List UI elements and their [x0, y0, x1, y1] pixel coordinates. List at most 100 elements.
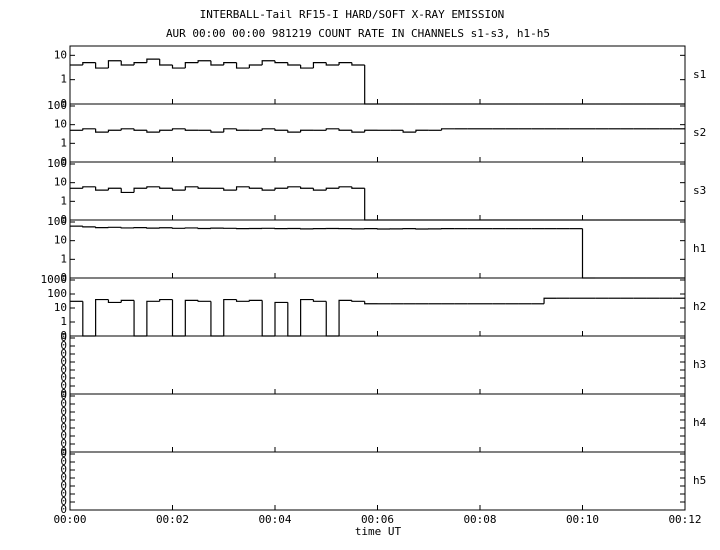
- trace-step: [120, 227, 135, 229]
- x-axis-label: time UT: [355, 525, 402, 538]
- y-tick-label: 0: [60, 463, 67, 476]
- trace-step: [107, 187, 122, 191]
- y-tick-label: 0: [60, 479, 67, 492]
- y-tick-label: 10: [54, 301, 67, 314]
- y-tick-label: 10: [54, 176, 67, 189]
- y-tick-label: 0: [60, 413, 67, 426]
- y-tick-label: 10: [54, 234, 67, 247]
- trace-step: [146, 227, 160, 229]
- y-tick-label: 0: [60, 437, 67, 450]
- y-tick-label: 0: [60, 379, 67, 392]
- trace-step: [159, 186, 173, 189]
- y-tick-label: 0: [60, 97, 67, 110]
- trace-step: [82, 186, 96, 189]
- trace-step: [440, 128, 455, 131]
- trace-step: [287, 186, 301, 189]
- panel-label: h1: [693, 242, 706, 255]
- y-tick-label: 0: [60, 503, 67, 516]
- x-tick-label: 00:12: [668, 513, 701, 526]
- y-tick-label: 1: [60, 315, 67, 328]
- trace-step: [300, 298, 314, 336]
- panel-label: h4: [693, 416, 707, 429]
- trace-step: [312, 188, 327, 191]
- panel-label: s3: [693, 184, 706, 197]
- x-tick-label: 00:10: [566, 513, 599, 526]
- trace-step: [184, 128, 199, 131]
- y-tick-label: 1: [60, 252, 67, 265]
- y-tick-label: 10: [54, 48, 67, 61]
- trace-step: [338, 186, 352, 189]
- y-tick-label: 0: [60, 347, 67, 360]
- y-tick-label: 10: [54, 118, 67, 131]
- y-tick-label: 0: [60, 445, 67, 458]
- trace-step: [364, 129, 378, 133]
- trace-step: [287, 62, 301, 66]
- trace-step: [235, 128, 250, 131]
- trace-step: [159, 59, 173, 66]
- panel-label: s2: [693, 126, 706, 139]
- y-tick-label: 1: [60, 136, 67, 149]
- trace-step: [248, 299, 263, 302]
- trace-step: [300, 129, 314, 133]
- y-tick-label: 0: [60, 495, 67, 508]
- chart-subtitle: AUR 00:00 00:00 981219 COUNT RATE IN CHA…: [166, 27, 550, 40]
- y-tick-label: 0: [60, 405, 67, 418]
- trace-step: [120, 128, 135, 131]
- trace-step: [351, 130, 365, 133]
- trace-step: [146, 300, 160, 336]
- panel-label: h5: [693, 474, 706, 487]
- y-tick-label: 0: [60, 397, 67, 410]
- trace-step: [312, 62, 327, 69]
- trace-step: [325, 62, 340, 66]
- trace-step: [171, 65, 186, 69]
- panel-label: h3: [693, 358, 706, 371]
- trace-step: [338, 128, 352, 131]
- y-tick-label: 0: [60, 363, 67, 376]
- trace-step: [338, 299, 352, 336]
- trace-step: [415, 129, 429, 133]
- y-tick-label: 0: [60, 471, 67, 484]
- trace-step: [82, 226, 96, 228]
- trace-step: [133, 62, 147, 66]
- trace-step: [82, 128, 96, 131]
- trace-step: [287, 130, 301, 133]
- trace-step: [146, 186, 160, 189]
- panel-label: h2: [693, 300, 706, 313]
- y-tick-label: 0: [60, 331, 67, 344]
- trace-step: [197, 186, 211, 189]
- trace-step: [338, 62, 352, 66]
- y-tick-label: 0: [60, 389, 67, 402]
- trace-step: [107, 299, 122, 304]
- x-tick-label: 00:04: [258, 513, 291, 526]
- trace-step: [402, 130, 416, 133]
- trace-step: [274, 128, 288, 131]
- trace-step: [300, 65, 314, 69]
- trace-step: [95, 186, 109, 191]
- trace-step: [95, 298, 109, 336]
- trace-step: [223, 188, 237, 191]
- trace-step: [210, 60, 224, 66]
- trace-step: [133, 128, 147, 131]
- trace-step: [171, 188, 186, 191]
- trace-step: [107, 60, 122, 69]
- trace-step: [248, 186, 263, 189]
- y-tick-label: 100: [47, 157, 67, 170]
- trace-step: [223, 62, 237, 66]
- y-tick-label: 0: [60, 339, 67, 352]
- trace-step: [312, 299, 327, 302]
- trace-step: [543, 297, 557, 304]
- trace-step: [351, 300, 365, 302]
- x-tick-label: 00:08: [463, 513, 496, 526]
- trace-step: [248, 64, 263, 69]
- trace-step: [82, 62, 96, 66]
- trace-step: [235, 186, 250, 191]
- y-tick-label: 0: [60, 355, 67, 368]
- trace-step: [274, 60, 288, 64]
- trace-step: [133, 187, 147, 193]
- y-tick-label: 0: [60, 371, 67, 384]
- trace-step: [261, 188, 275, 191]
- trace-step: [120, 299, 135, 303]
- y-tick-label: 0: [60, 487, 67, 500]
